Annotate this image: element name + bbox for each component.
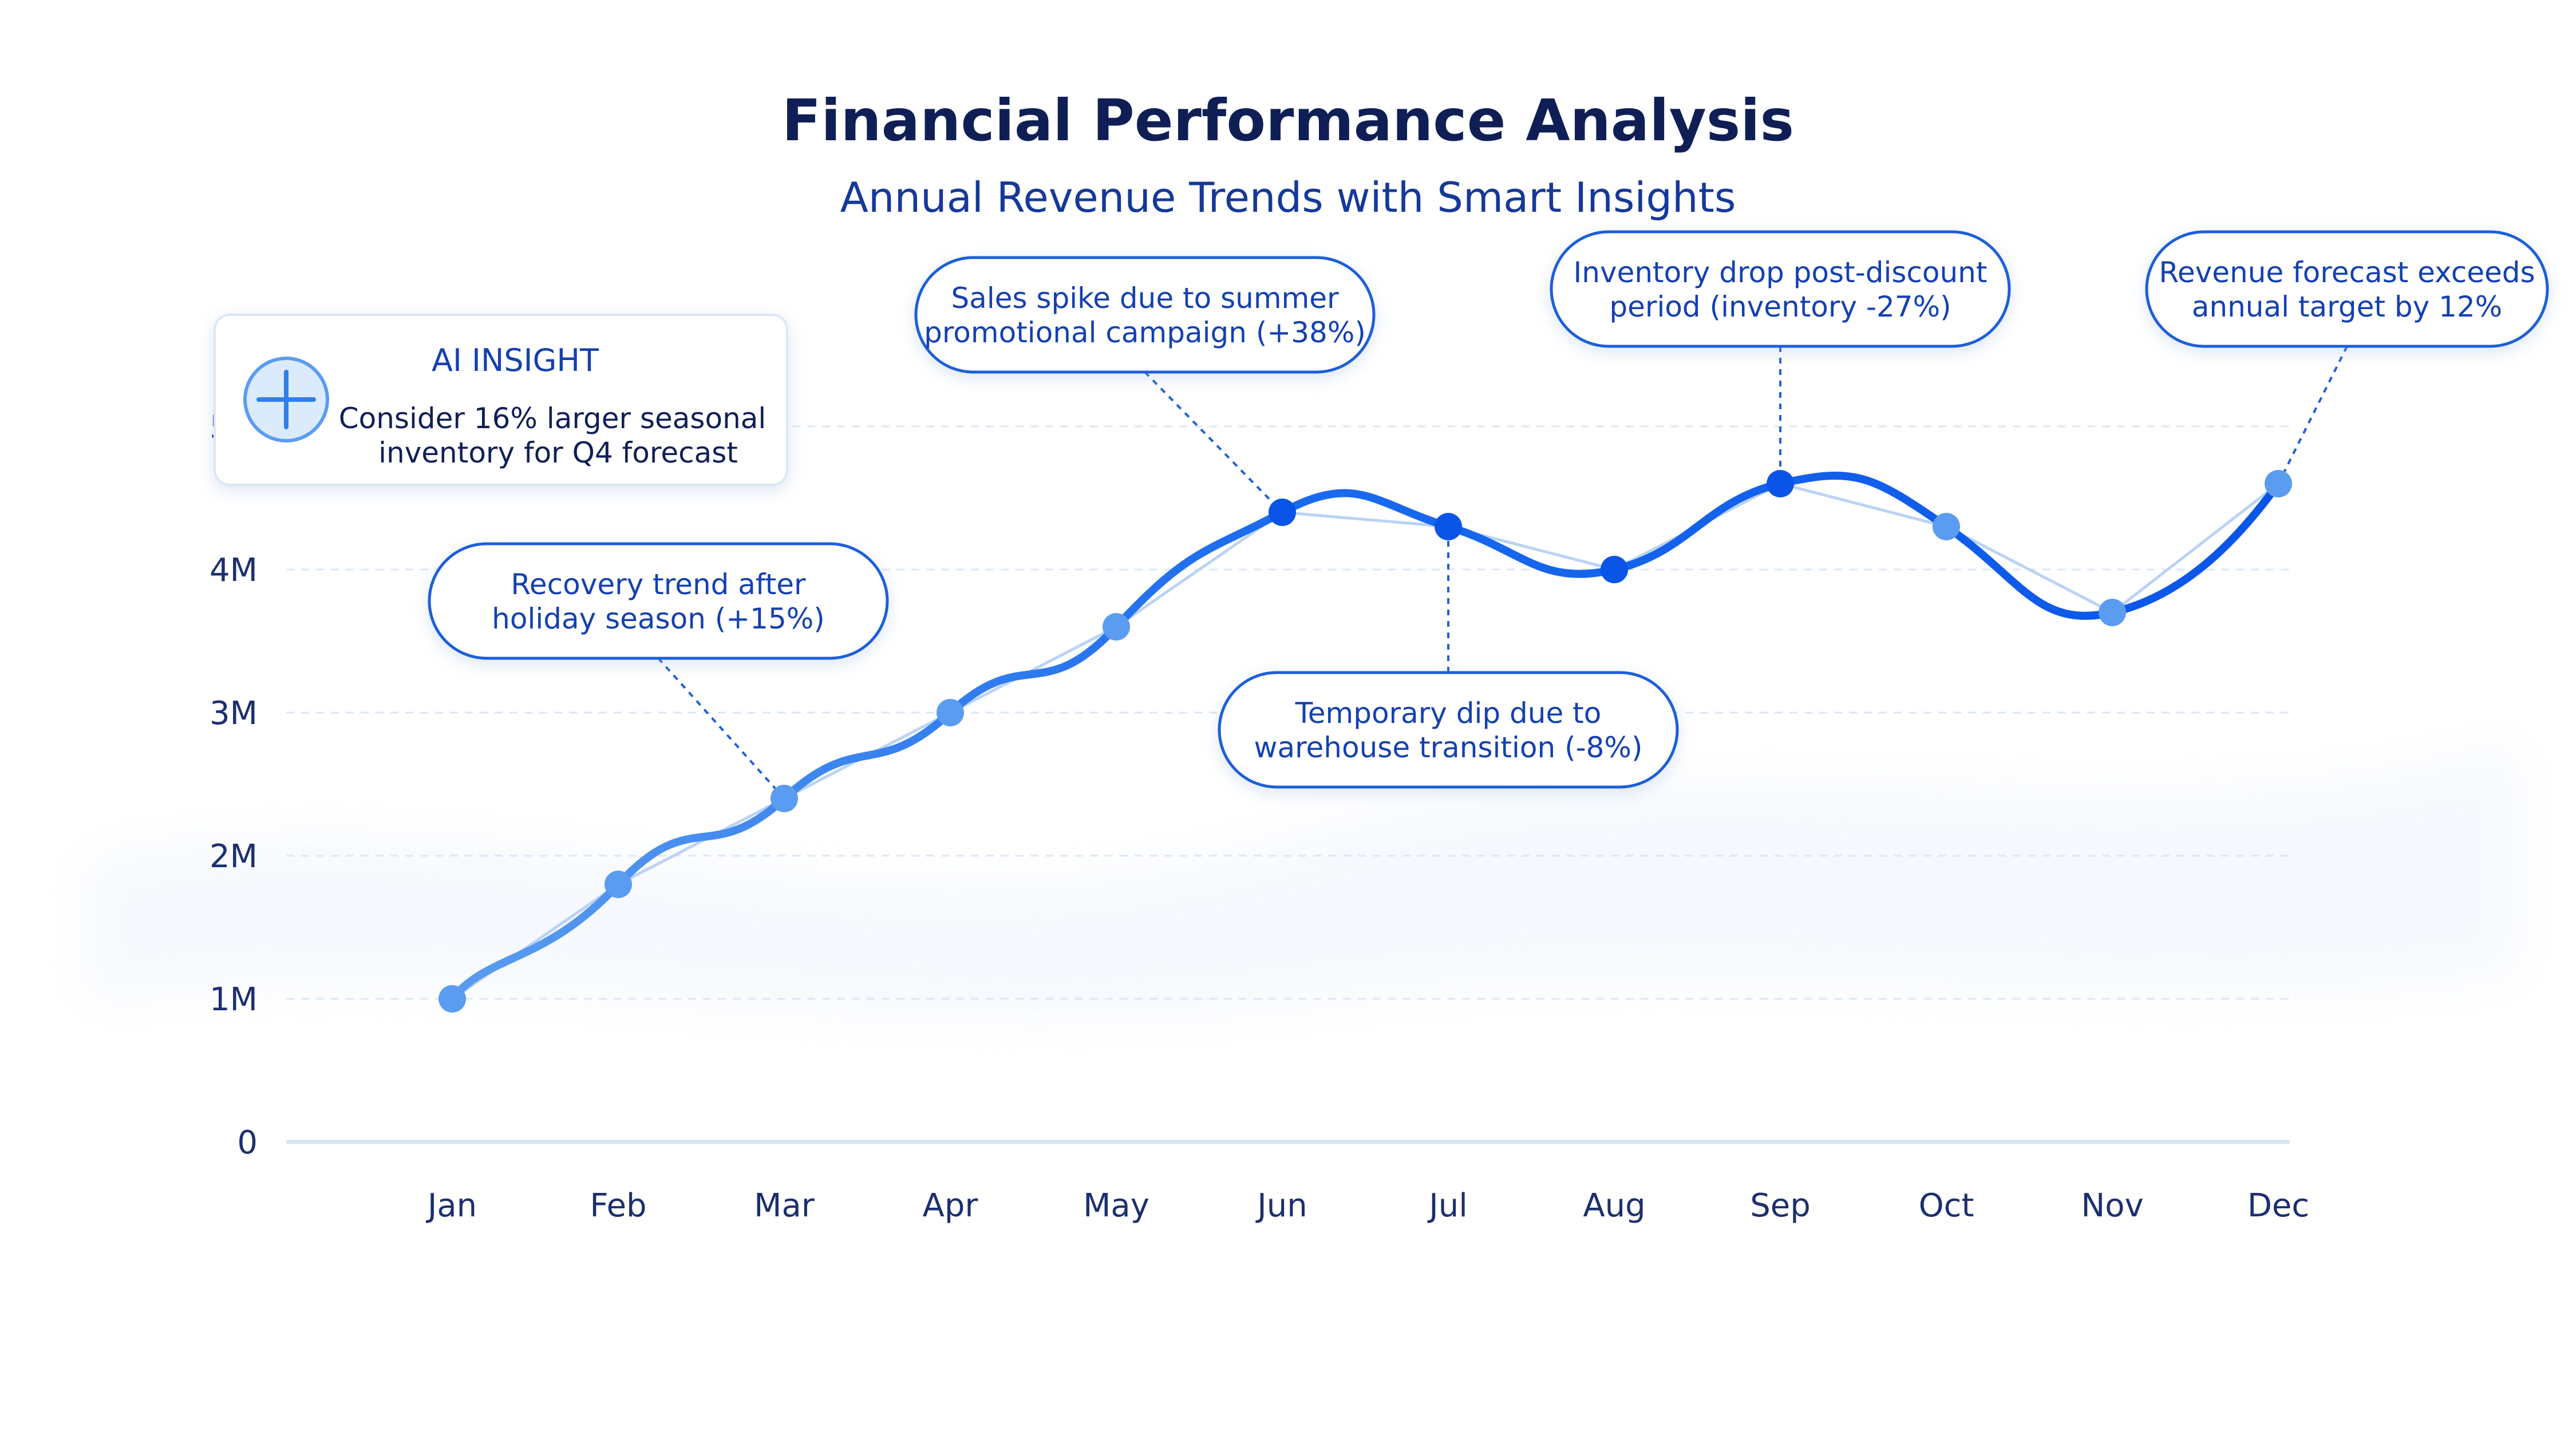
ai-insight-heading: AI INSIGHT <box>432 342 599 378</box>
x-tick-label: Dec <box>2247 1187 2309 1224</box>
data-point-mar <box>771 785 798 812</box>
annotation-callout-background <box>1550 230 2011 348</box>
data-point-apr <box>937 699 964 726</box>
annotation-callout-text: Revenue forecast exceeds <box>2159 256 2535 289</box>
annotation-callout-background <box>428 542 889 660</box>
annotation-callout-text: holiday season (+15%) <box>492 602 825 635</box>
annotation-callout-background <box>2145 230 2549 348</box>
x-tick-label: Jan <box>426 1187 477 1224</box>
x-tick-label: Jul <box>1427 1187 1468 1224</box>
chart-subtitle: Annual Revenue Trends with Smart Insight… <box>840 173 1736 222</box>
annotation-callout-text: promotional campaign (+38%) <box>924 316 1366 349</box>
data-point-jan <box>438 985 466 1013</box>
data-point-may <box>1103 613 1130 641</box>
y-tick-label: 4M <box>210 552 258 589</box>
data-points <box>438 470 2292 1013</box>
x-tick-label: Aug <box>1583 1187 1645 1224</box>
y-tick-label: 1M <box>210 981 258 1018</box>
ai-insight-line-2: inventory for Q4 forecast <box>378 436 738 469</box>
x-tick-label: Sep <box>1750 1187 1811 1224</box>
ai-insight-card-background <box>214 314 788 486</box>
x-tick-label: Apr <box>923 1187 979 1224</box>
annotation-callout-text: warehouse transition (-8%) <box>1254 731 1643 764</box>
data-point-feb <box>605 871 632 898</box>
x-tick-label: Feb <box>590 1187 646 1224</box>
data-point-sep <box>1767 470 1794 497</box>
plus-circle-icon <box>243 357 329 442</box>
annotation-callout-text: annual target by 12% <box>2192 290 2502 323</box>
annotation-connector <box>657 657 785 800</box>
data-point-jul <box>1435 513 1462 540</box>
annotation-callout-text: Sales spike due to summer <box>951 282 1339 315</box>
x-tick-label: Oct <box>1919 1187 1974 1224</box>
annotation-callout-text: Recovery trend after <box>511 568 806 601</box>
annotation-connector <box>1144 371 1283 513</box>
y-tick-label: 3M <box>210 695 258 732</box>
x-tick-label: Nov <box>2081 1187 2143 1224</box>
annotation-callout-text: Inventory drop post-discount <box>1574 256 1988 289</box>
y-tick-label: 2M <box>210 838 258 875</box>
data-point-jun <box>1269 499 1296 526</box>
annotation-callout-text: period (inventory -27%) <box>1609 290 1951 323</box>
annotation-connector <box>2277 346 2348 484</box>
background-wave <box>86 744 2519 1018</box>
series-lines <box>448 471 2282 1003</box>
series-straight-line <box>451 482 2279 1001</box>
x-tick-label: Mar <box>754 1187 815 1224</box>
y-tick-label: 0 <box>237 1124 258 1161</box>
annotation-callout-background <box>914 256 1376 374</box>
annotation-callout-text: Temporary dip due to <box>1295 697 1602 730</box>
ai-insight-line-1: Consider 16% larger seasonal <box>339 402 767 435</box>
series-smooth-line <box>448 471 2282 1003</box>
annotation-connectors <box>657 346 2348 800</box>
data-point-oct <box>1933 513 1960 540</box>
data-point-aug <box>1601 556 1628 583</box>
x-tick-label: May <box>1083 1187 1149 1224</box>
ai-insight-card: AI INSIGHT Consider 16% larger seasonal … <box>214 314 788 486</box>
data-point-nov <box>2099 599 2126 626</box>
chart-title: Financial Performance Analysis <box>782 87 1794 154</box>
data-point-dec <box>2265 470 2292 497</box>
annotation-callout-background <box>1218 671 1679 789</box>
x-tick-label: Jun <box>1255 1187 1307 1224</box>
